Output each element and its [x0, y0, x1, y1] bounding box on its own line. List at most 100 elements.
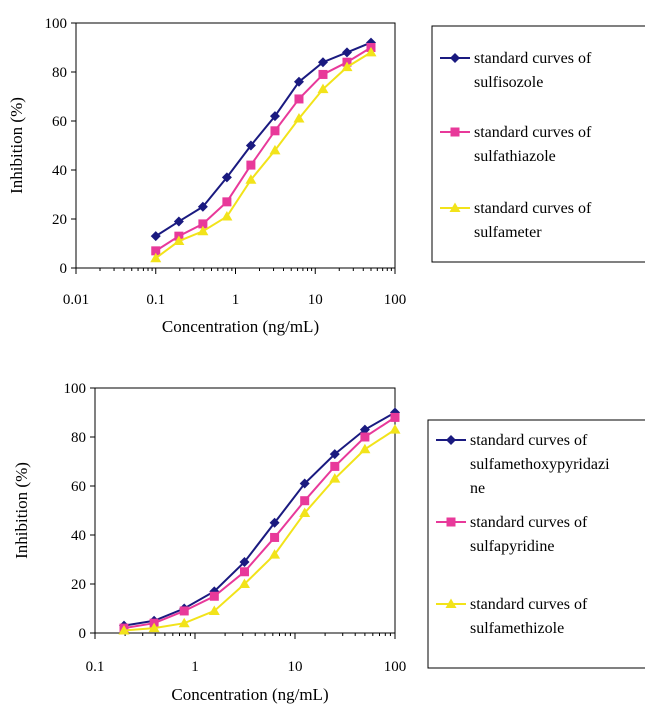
y-axis: 0 20 40 60 80 100 — [64, 381, 95, 642]
data-point — [269, 549, 281, 559]
series-1 — [150, 37, 376, 242]
data-point — [269, 517, 280, 528]
plot-area — [94, 387, 396, 634]
data-point — [245, 140, 256, 151]
data-point — [269, 144, 281, 155]
data-point — [341, 61, 353, 72]
y-axis-label: Inhibition (%) — [12, 462, 31, 559]
data-point — [222, 197, 232, 207]
data-point — [173, 235, 185, 246]
legend-item-2: standard curves of sulfapyridine — [436, 514, 588, 555]
data-point — [299, 507, 311, 517]
data-point — [365, 46, 377, 57]
x-tick-label: 0.1 — [146, 292, 165, 308]
legend: standard curves of sulfamethoxypyridazi ne… — [427, 419, 645, 669]
legend-label: standard curves of — [474, 200, 592, 217]
data-point — [209, 591, 219, 601]
chart-1: 0 20 40 60 80 100 0.01 0.1 1 10 100 Concentration (… — [7, 16, 645, 336]
data-point — [221, 172, 232, 183]
series-3 — [118, 424, 401, 635]
legend-label: standard curves of — [470, 432, 588, 449]
data-point — [317, 83, 329, 94]
y-tick-label: 100 — [45, 16, 68, 32]
series-2 — [119, 412, 400, 633]
x-tick-label: 1 — [232, 292, 240, 308]
data-point — [270, 126, 280, 136]
legend-label: standard curves of — [470, 596, 588, 613]
data-point — [239, 567, 249, 577]
data-point — [293, 113, 305, 123]
x-tick-label: 0.1 — [86, 659, 105, 675]
y-tick-label: 60 — [71, 479, 86, 495]
data-point — [329, 473, 341, 483]
legend-marker — [445, 598, 457, 608]
x-axis: 0.1 1 10 100 — [86, 633, 407, 675]
data-point — [221, 211, 233, 221]
series-1 — [119, 407, 400, 631]
legend-label: standard curves of — [470, 514, 588, 531]
y-tick-label: 40 — [52, 163, 67, 179]
data-point — [360, 432, 370, 442]
data-point — [148, 622, 160, 633]
legend-item-1: standard curves of sulfisozole — [440, 50, 592, 91]
data-point — [151, 246, 161, 256]
series-line — [155, 46, 372, 252]
series-line — [155, 41, 372, 237]
y-axis: 0 20 40 60 80 100 — [45, 16, 76, 277]
data-point — [208, 605, 220, 615]
legend-item-3: standard curves of sulfamethizole — [436, 596, 588, 637]
legend-marker — [450, 53, 460, 63]
legend-label: standard curves of — [474, 124, 592, 141]
y-axis-label: Inhibition (%) — [7, 97, 26, 194]
data-point — [329, 449, 340, 460]
x-tick-label: 1 — [191, 659, 199, 675]
legend-marker — [446, 517, 456, 527]
data-point — [359, 424, 370, 435]
legend-label: ne — [470, 480, 485, 497]
data-point — [245, 174, 257, 184]
x-axis-label: Concentration (ng/mL) — [171, 685, 328, 704]
y-tick-label: 40 — [71, 528, 86, 544]
data-point — [390, 412, 400, 422]
data-point — [330, 461, 340, 471]
data-point — [173, 216, 184, 227]
data-point — [294, 94, 304, 104]
data-point — [197, 225, 209, 236]
data-point — [299, 478, 310, 489]
x-tick-label: 10 — [308, 292, 323, 308]
series-2 — [151, 43, 376, 256]
y-tick-label: 80 — [71, 430, 86, 446]
data-point — [150, 252, 162, 263]
series-line — [123, 411, 396, 627]
x-tick-label: 10 — [288, 659, 303, 675]
legend-label: sulfisozole — [474, 74, 543, 91]
data-point — [198, 219, 208, 229]
y-tick-label: 20 — [52, 212, 67, 228]
data-point — [246, 160, 256, 170]
data-point — [359, 443, 371, 454]
data-point — [270, 532, 280, 542]
legend-marker — [450, 127, 460, 137]
y-tick-label: 60 — [52, 114, 67, 130]
y-tick-label: 0 — [60, 261, 68, 277]
legend-label: sulfameter — [474, 224, 542, 241]
x-tick-label: 0.01 — [63, 292, 89, 308]
series-line — [123, 416, 396, 630]
data-point — [269, 111, 280, 122]
y-tick-label: 0 — [79, 626, 87, 642]
x-tick-label: 100 — [384, 659, 407, 675]
data-point — [179, 606, 189, 616]
legend-item-1: standard curves of sulfamethoxypyridazi ne — [436, 432, 610, 497]
data-point — [239, 556, 250, 567]
data-point — [238, 578, 250, 588]
data-point — [197, 201, 208, 212]
data-point — [178, 617, 190, 628]
data-point — [118, 625, 130, 635]
legend-marker — [449, 202, 461, 212]
chart-2: 0 20 40 60 80 100 0.1 1 10 100 Concentration (ng/m… — [12, 381, 645, 704]
legend-marker — [446, 435, 456, 445]
series-line — [155, 51, 372, 260]
legend-box — [427, 419, 645, 669]
